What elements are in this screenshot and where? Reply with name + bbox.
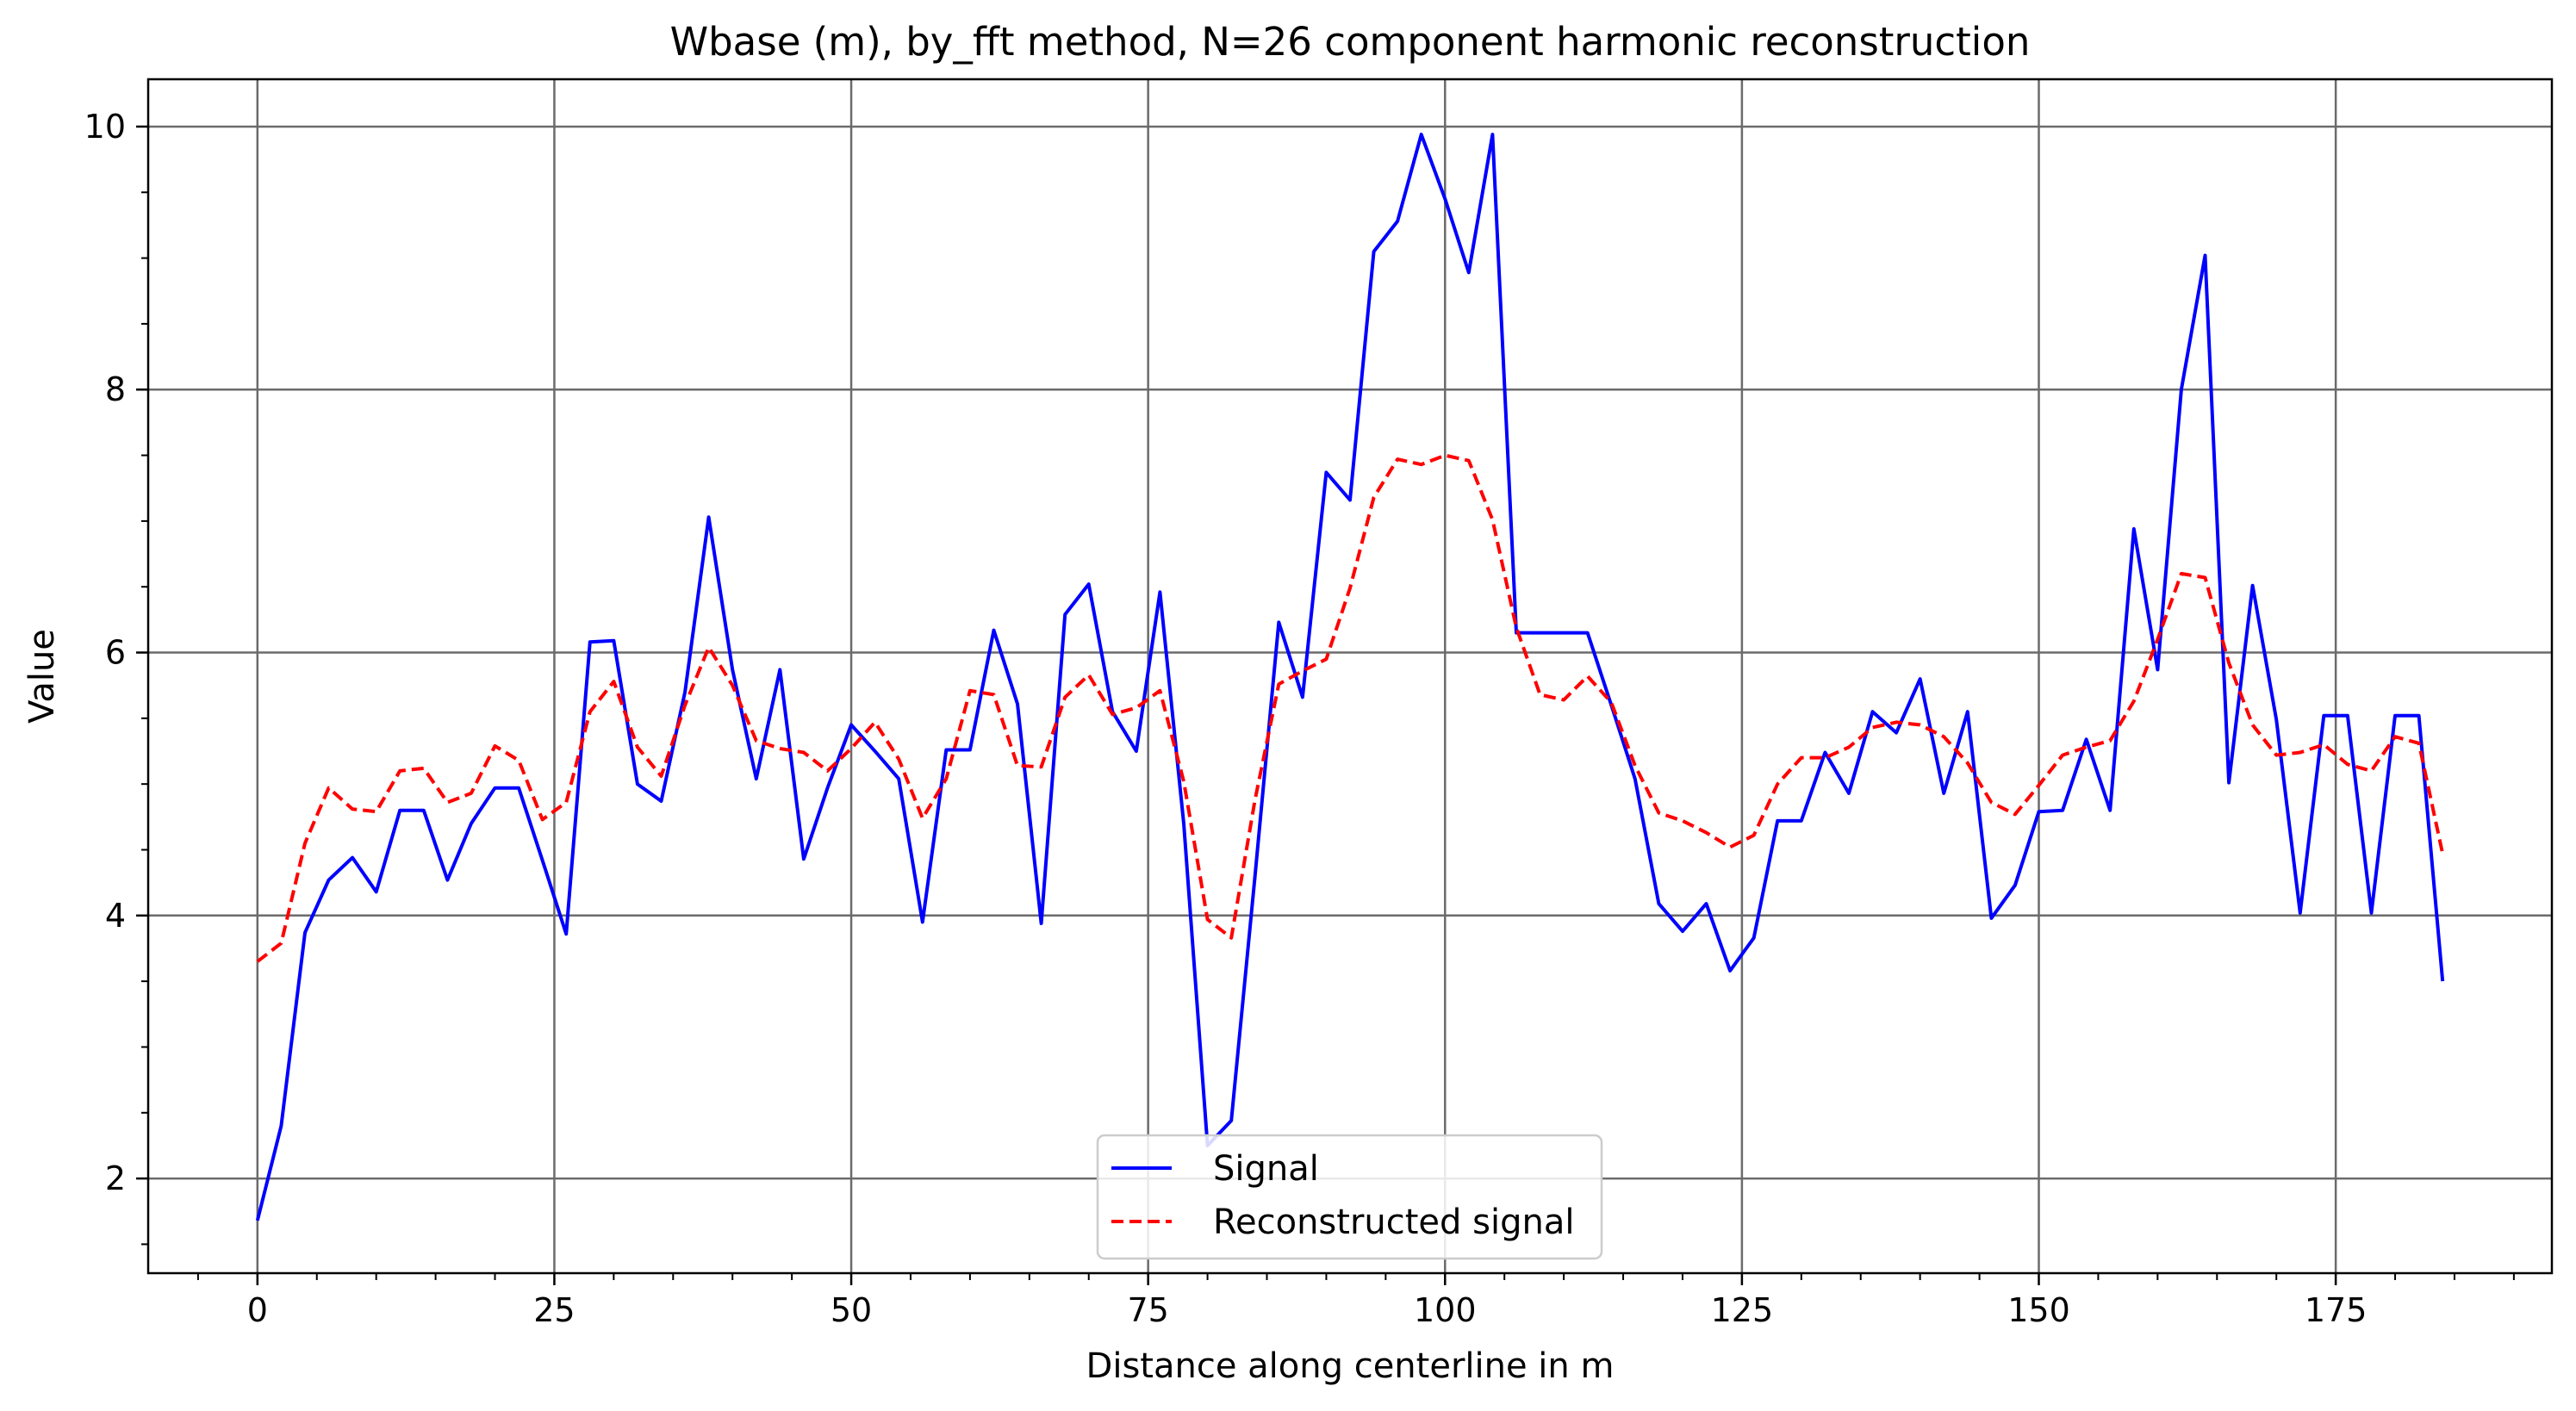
x-tick-label: 0 (247, 1291, 268, 1329)
legend-label-reconstructed: Reconstructed signal (1213, 1203, 1574, 1242)
series-reconstructed-line (256, 453, 2445, 963)
plot-frame (146, 78, 2554, 1275)
chart-title: Wbase (m), by_fft method, N=26 component… (670, 19, 2031, 65)
y-tick-label: 10 (84, 108, 126, 146)
y-tick-label: 4 (105, 897, 126, 935)
x-tick-label: 75 (1127, 1291, 1168, 1329)
x-tick-label: 150 (2007, 1291, 2070, 1329)
axis-ticks: 0 25 50 75 100 125 150 175 2 4 6 8 10 (84, 108, 2515, 1329)
legend-box (1096, 1134, 1603, 1260)
x-axis-label: Distance along centerline in m (1086, 1346, 1615, 1386)
legend-label-signal: Signal (1213, 1149, 1319, 1189)
x-tick-label: 125 (1711, 1291, 1774, 1329)
x-tick-label: 175 (2305, 1291, 2368, 1329)
x-tick-label: 25 (533, 1291, 575, 1329)
series-group (255, 133, 2445, 1221)
y-axis-label: Value (22, 629, 62, 724)
y-tick-label: 2 (105, 1159, 126, 1197)
y-tick-label: 6 (105, 634, 126, 672)
legend: Signal Reconstructed signal (1096, 1134, 1603, 1260)
x-tick-label: 100 (1414, 1291, 1477, 1329)
y-tick-label: 8 (105, 370, 126, 408)
x-tick-label: 50 (831, 1291, 872, 1329)
series-signal-line (255, 133, 2445, 1221)
